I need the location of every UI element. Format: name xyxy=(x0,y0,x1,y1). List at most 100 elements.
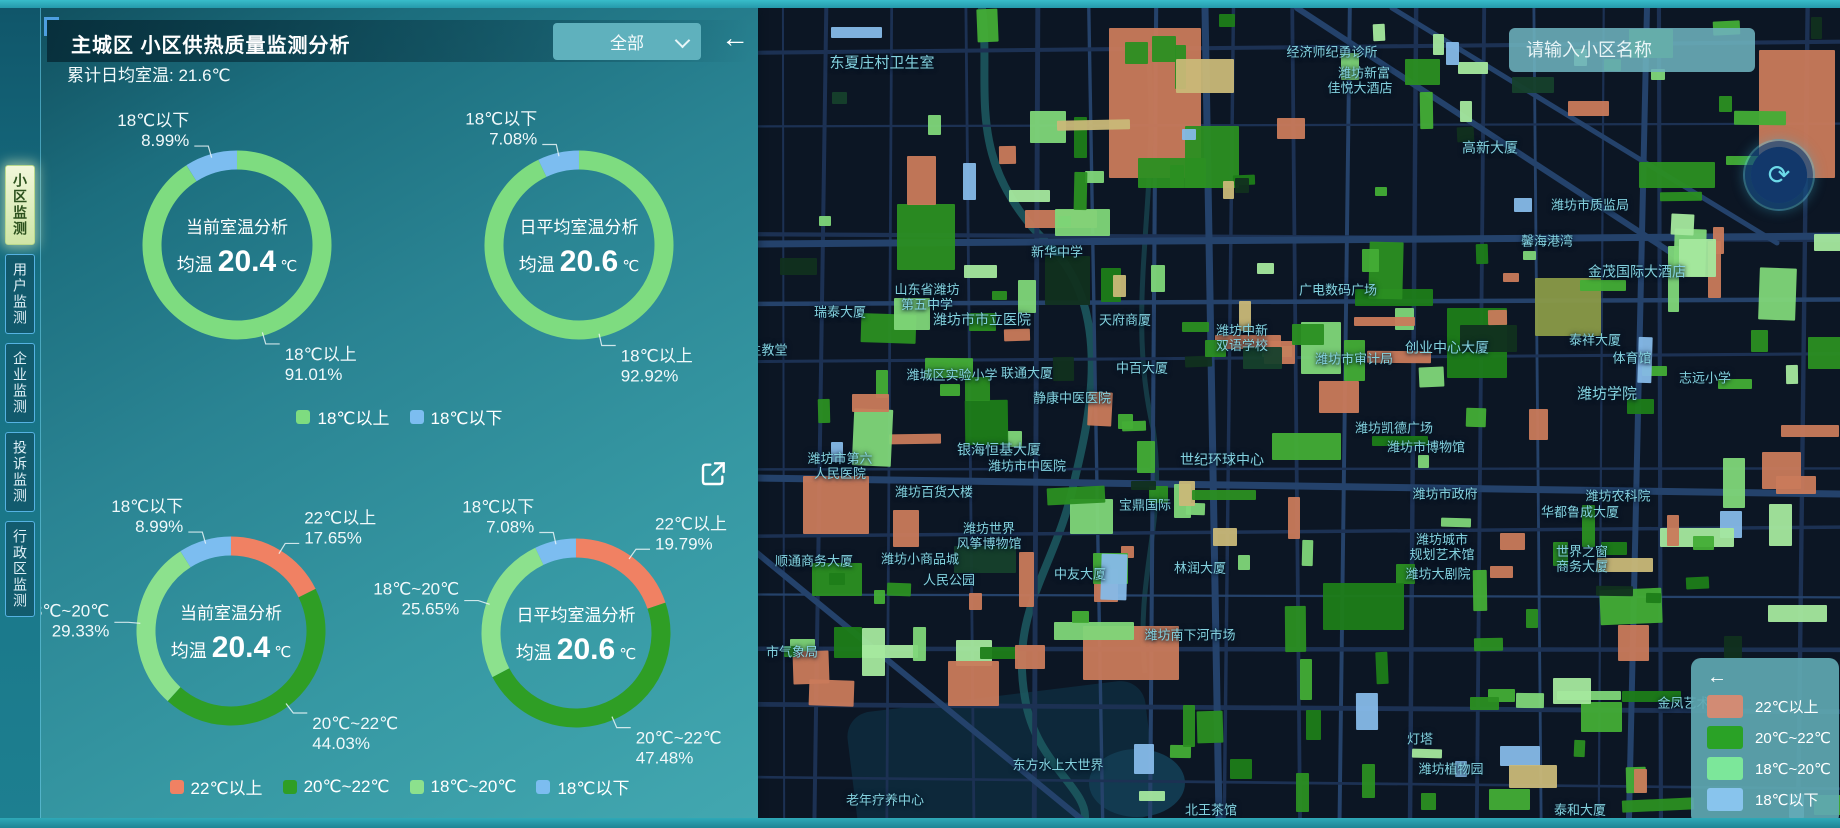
map-building[interactable] xyxy=(830,27,882,39)
map-building[interactable] xyxy=(1693,536,1715,551)
map-building[interactable] xyxy=(1811,17,1823,40)
map-building[interactable] xyxy=(1761,451,1802,489)
map-building[interactable] xyxy=(1526,608,1539,628)
map-building[interactable] xyxy=(1627,399,1655,414)
map-building[interactable] xyxy=(948,661,999,706)
map-building[interactable] xyxy=(1256,263,1275,275)
legend-item[interactable]: 18℃~20℃ xyxy=(409,777,516,797)
map-building[interactable] xyxy=(1234,178,1250,194)
map-building[interactable] xyxy=(1113,274,1127,297)
donut-segment[interactable] xyxy=(180,536,232,568)
map-building[interactable] xyxy=(888,433,941,445)
map-building[interactable] xyxy=(1117,413,1133,429)
map-building[interactable] xyxy=(817,398,830,424)
map-building[interactable] xyxy=(1372,436,1428,446)
map-building[interactable] xyxy=(861,645,918,658)
map-building[interactable] xyxy=(1617,625,1649,662)
map-building[interactable] xyxy=(1006,431,1022,448)
map-building[interactable] xyxy=(875,370,888,398)
map-building[interactable] xyxy=(1487,309,1507,325)
map-building[interactable] xyxy=(1472,570,1487,612)
map-building[interactable] xyxy=(1502,272,1520,283)
donut-segment[interactable] xyxy=(481,547,544,678)
map-building[interactable] xyxy=(893,509,920,547)
sidebar-tab-3[interactable]: 企业监测 xyxy=(5,343,35,423)
map-building[interactable] xyxy=(1667,514,1679,546)
donut-segment[interactable] xyxy=(492,602,671,728)
map-building[interactable] xyxy=(1580,279,1627,291)
map-building[interactable] xyxy=(1646,592,1662,604)
map-building[interactable] xyxy=(1072,611,1090,624)
map-building[interactable] xyxy=(1651,68,1666,81)
map-building[interactable] xyxy=(928,114,942,135)
back-arrow-icon[interactable]: ← xyxy=(721,22,749,53)
sidebar-tab-5[interactable]: 行政区监测 xyxy=(5,521,35,617)
area-dropdown[interactable]: 全部 xyxy=(553,23,701,60)
donut-segment[interactable] xyxy=(230,536,316,598)
map-building[interactable] xyxy=(1218,13,1235,27)
map-building[interactable] xyxy=(1405,58,1440,86)
donut-segment[interactable] xyxy=(535,538,577,566)
map-building[interactable] xyxy=(1459,325,1517,352)
map-building[interactable] xyxy=(1181,129,1196,141)
map-building[interactable] xyxy=(1508,764,1558,788)
map-building[interactable] xyxy=(1667,245,1679,313)
map-building[interactable] xyxy=(1581,701,1622,732)
map-building[interactable] xyxy=(1469,697,1500,711)
donut-segment[interactable] xyxy=(538,150,580,178)
map-building[interactable] xyxy=(1175,59,1235,93)
map-building[interactable] xyxy=(992,290,1008,300)
map-building[interactable] xyxy=(980,646,1019,659)
donut-segment[interactable] xyxy=(484,150,674,340)
map-building[interactable] xyxy=(1305,709,1322,740)
map-building[interactable] xyxy=(1622,691,1682,702)
map-building[interactable] xyxy=(1055,209,1111,236)
map-building[interactable] xyxy=(1573,739,1586,757)
map-building[interactable] xyxy=(1418,454,1430,468)
map-building[interactable] xyxy=(1807,336,1840,369)
map-building[interactable] xyxy=(976,9,999,44)
map-building[interactable] xyxy=(1726,155,1759,166)
map-building[interactable] xyxy=(779,258,818,276)
map-building[interactable] xyxy=(1015,644,1045,670)
map-building[interactable] xyxy=(1130,480,1156,490)
search-input[interactable] xyxy=(1509,28,1755,72)
map-building[interactable] xyxy=(1239,301,1252,331)
legend-item[interactable]: 20℃~22℃ xyxy=(282,777,390,797)
map-building[interactable] xyxy=(1553,678,1592,704)
map-building[interactable] xyxy=(1596,585,1633,597)
map-building[interactable] xyxy=(1660,191,1703,202)
map-building[interactable] xyxy=(1344,339,1366,382)
legend-back-arrow-icon[interactable]: ← xyxy=(1707,666,1727,688)
map-building[interactable] xyxy=(1500,533,1525,551)
map-building[interactable] xyxy=(1151,265,1165,292)
map-building[interactable] xyxy=(1214,335,1282,350)
compass-reset-control[interactable]: ⟳ xyxy=(1743,139,1815,211)
map-building[interactable] xyxy=(1723,636,1742,659)
map-building[interactable] xyxy=(1152,35,1176,62)
map-building[interactable] xyxy=(1670,213,1695,237)
map-building[interactable] xyxy=(1362,248,1380,272)
map-building[interactable] xyxy=(1139,790,1166,801)
map-building[interactable] xyxy=(1372,23,1386,41)
map-building[interactable] xyxy=(873,589,885,604)
map-building[interactable] xyxy=(1621,797,1695,813)
map-building[interactable] xyxy=(1073,171,1088,211)
map-building[interactable] xyxy=(1052,356,1075,382)
map-building[interactable] xyxy=(1181,321,1209,332)
map-building[interactable] xyxy=(851,393,889,412)
map-building[interactable] xyxy=(1085,170,1105,184)
map-building[interactable] xyxy=(1768,605,1827,623)
map-building[interactable] xyxy=(830,442,844,462)
map-building[interactable] xyxy=(1511,76,1554,93)
map-building[interactable] xyxy=(954,546,1016,573)
map-building[interactable] xyxy=(833,627,862,658)
map-building[interactable] xyxy=(1642,365,1667,377)
map-building[interactable] xyxy=(1718,378,1753,389)
map-building[interactable] xyxy=(1277,118,1305,139)
map-building[interactable] xyxy=(1138,158,1206,188)
map-building[interactable] xyxy=(1196,710,1224,745)
map-canvas[interactable]: 东夏庄村卫生室 经济师纪勇诊所 潍坊新富 佳悦大酒店 高新大厦 潍坊市质监局 馨海港湾 金茂国… xyxy=(757,8,1840,818)
map-building[interactable] xyxy=(1271,433,1341,460)
legend-item[interactable]: 22℃以上 xyxy=(169,774,263,799)
